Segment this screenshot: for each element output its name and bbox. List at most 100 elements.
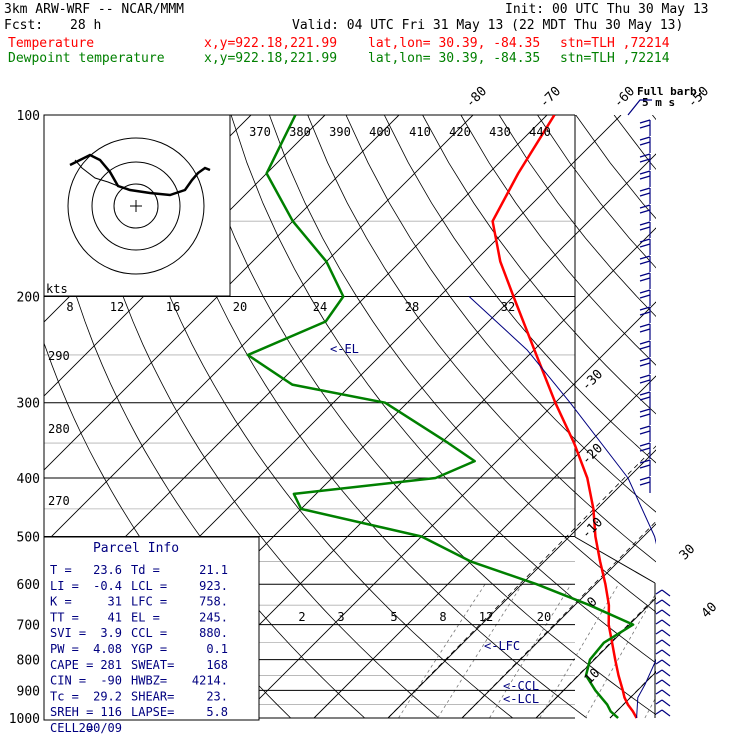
wind-barb-flag	[639, 136, 651, 141]
theta-label: 370	[249, 125, 271, 139]
wind-barb-flag	[639, 396, 651, 401]
pressure-label: 600	[17, 578, 40, 593]
wind-barb-flag	[639, 459, 651, 464]
wind-barb-flag	[639, 221, 651, 226]
mixing-ratio-label: 20	[537, 610, 551, 624]
wind-barb-flag	[655, 659, 663, 665]
theta-e-label: 270	[48, 494, 70, 508]
wind-barb-flag	[639, 345, 651, 350]
parcel-info-key: CELL =	[50, 721, 93, 735]
wind-barb	[661, 589, 671, 597]
moist-adiabat	[684, 297, 740, 719]
theta-label: 440	[529, 125, 551, 139]
theta-label: 430	[489, 125, 511, 139]
wind-barb	[661, 649, 671, 657]
dew-legend-latlon: lat,lon= 30.39, -84.35	[368, 51, 541, 66]
parcel-info-key: CIN =	[50, 674, 86, 688]
wind-barb-flag	[639, 464, 651, 469]
theta-label: 390	[329, 125, 351, 139]
level-marker: <-LFC	[484, 639, 520, 653]
wind-barb	[661, 629, 671, 637]
level-marker: <-EL	[330, 342, 359, 356]
wind-barb-flag	[655, 679, 663, 685]
wind-barb-flag	[639, 391, 651, 396]
wind-barb-flag	[639, 175, 651, 180]
wind-barb-flag	[639, 413, 651, 418]
wind-barb-flag	[639, 311, 651, 316]
theta-label: 420	[449, 125, 471, 139]
forecast-label: Fcst:	[4, 18, 44, 33]
theta-label: 380	[289, 125, 311, 139]
wind-barb-flag	[639, 226, 651, 231]
parcel-info-panel: Parcel Info T = 23.6 Td = 21.1 LI = -0.4 LCL = 9…	[43, 536, 260, 735]
pressure-label: 500	[17, 530, 40, 545]
wind-barb-flag	[655, 649, 663, 655]
pressure-label: 700	[17, 619, 40, 634]
dry-adiabat	[115, 115, 513, 719]
temp-legend-station: stn=TLH ,72214	[560, 36, 670, 51]
mixing-ratio-line	[398, 583, 486, 719]
wind-speed-label: 12	[110, 300, 124, 314]
parcel-info-title: Parcel Info	[93, 541, 179, 556]
theta-e-label: 290	[48, 349, 70, 363]
wind-barb	[661, 639, 671, 647]
wind-barb	[661, 609, 671, 617]
parcel-info-key: LAPSE=	[131, 705, 174, 719]
wind-barb	[661, 599, 671, 607]
parcel-info-value: 23.	[206, 689, 228, 703]
parcel-info-key: EL =	[131, 610, 160, 624]
wind-barb-flag	[639, 255, 651, 260]
isotherm-label: 30	[677, 542, 699, 564]
parcel-info-key: PW =	[50, 642, 79, 656]
parcel-info-key: LCL =	[131, 579, 167, 593]
dry-adiabat	[460, 115, 656, 366]
isotherm	[684, 115, 740, 718]
wind-barb-flag	[639, 192, 651, 197]
dew-legend-name: Dewpoint temperature	[8, 51, 165, 66]
wind-barb	[661, 679, 671, 687]
wind-barb-flag	[639, 379, 651, 384]
dry-adiabat	[575, 115, 656, 220]
level-marker: <-CCL	[503, 679, 539, 693]
wind-barb-flag	[639, 328, 651, 333]
parcel-info-value: 0.1	[206, 642, 228, 656]
parcel-info-value: 200/09	[79, 721, 122, 735]
temp-legend-latlon: lat,lon= 30.39, -84.35	[368, 36, 541, 51]
isotherm	[44, 115, 400, 471]
dry-adiabat	[192, 115, 656, 716]
parcel-info-key: TT =	[50, 610, 79, 624]
wind-barb-flag	[639, 124, 651, 129]
forecast-hour: 28 h	[70, 18, 102, 33]
wind-barb-flag	[655, 599, 663, 605]
wind-barb-flag	[639, 408, 651, 413]
parcel-info-value: 4214.	[192, 674, 228, 688]
wind-barb-flag	[639, 238, 651, 243]
dry-adiabat	[613, 115, 656, 170]
wind-barb-flag	[655, 639, 663, 645]
isotherm-label: -10	[579, 515, 606, 542]
wind-barb-flag	[639, 141, 651, 146]
wind-speed-label: 20	[233, 300, 247, 314]
wind-barb-flag	[639, 289, 651, 294]
wind-barb	[661, 709, 671, 717]
wind-barb-flag	[639, 187, 651, 192]
parcel-info-key: Tc =	[50, 689, 79, 703]
parcel-info-key: LI =	[50, 579, 79, 593]
wind-barb-flag	[639, 306, 651, 311]
wind-barb-flag	[639, 362, 651, 367]
parcel-info-value: 116	[100, 705, 122, 719]
isotherm	[535, 597, 656, 719]
wind-barb	[661, 689, 671, 697]
wind-barb-flag	[639, 442, 651, 447]
wind-barb	[661, 619, 671, 627]
parcel-info-key: CCL =	[131, 626, 167, 640]
parcel-info-value: -90	[100, 674, 122, 688]
mixing-ratio-label: 2	[298, 610, 305, 624]
wind-barb-flag	[655, 699, 663, 705]
dry-adiabat	[345, 115, 656, 513]
mixing-ratio-label: 3	[337, 610, 344, 624]
parcel-info-value: 168	[206, 658, 228, 672]
parcel-info-key: SREH =	[50, 705, 93, 719]
wind-barb-flag	[655, 669, 663, 675]
moist-adiabat	[535, 596, 656, 719]
